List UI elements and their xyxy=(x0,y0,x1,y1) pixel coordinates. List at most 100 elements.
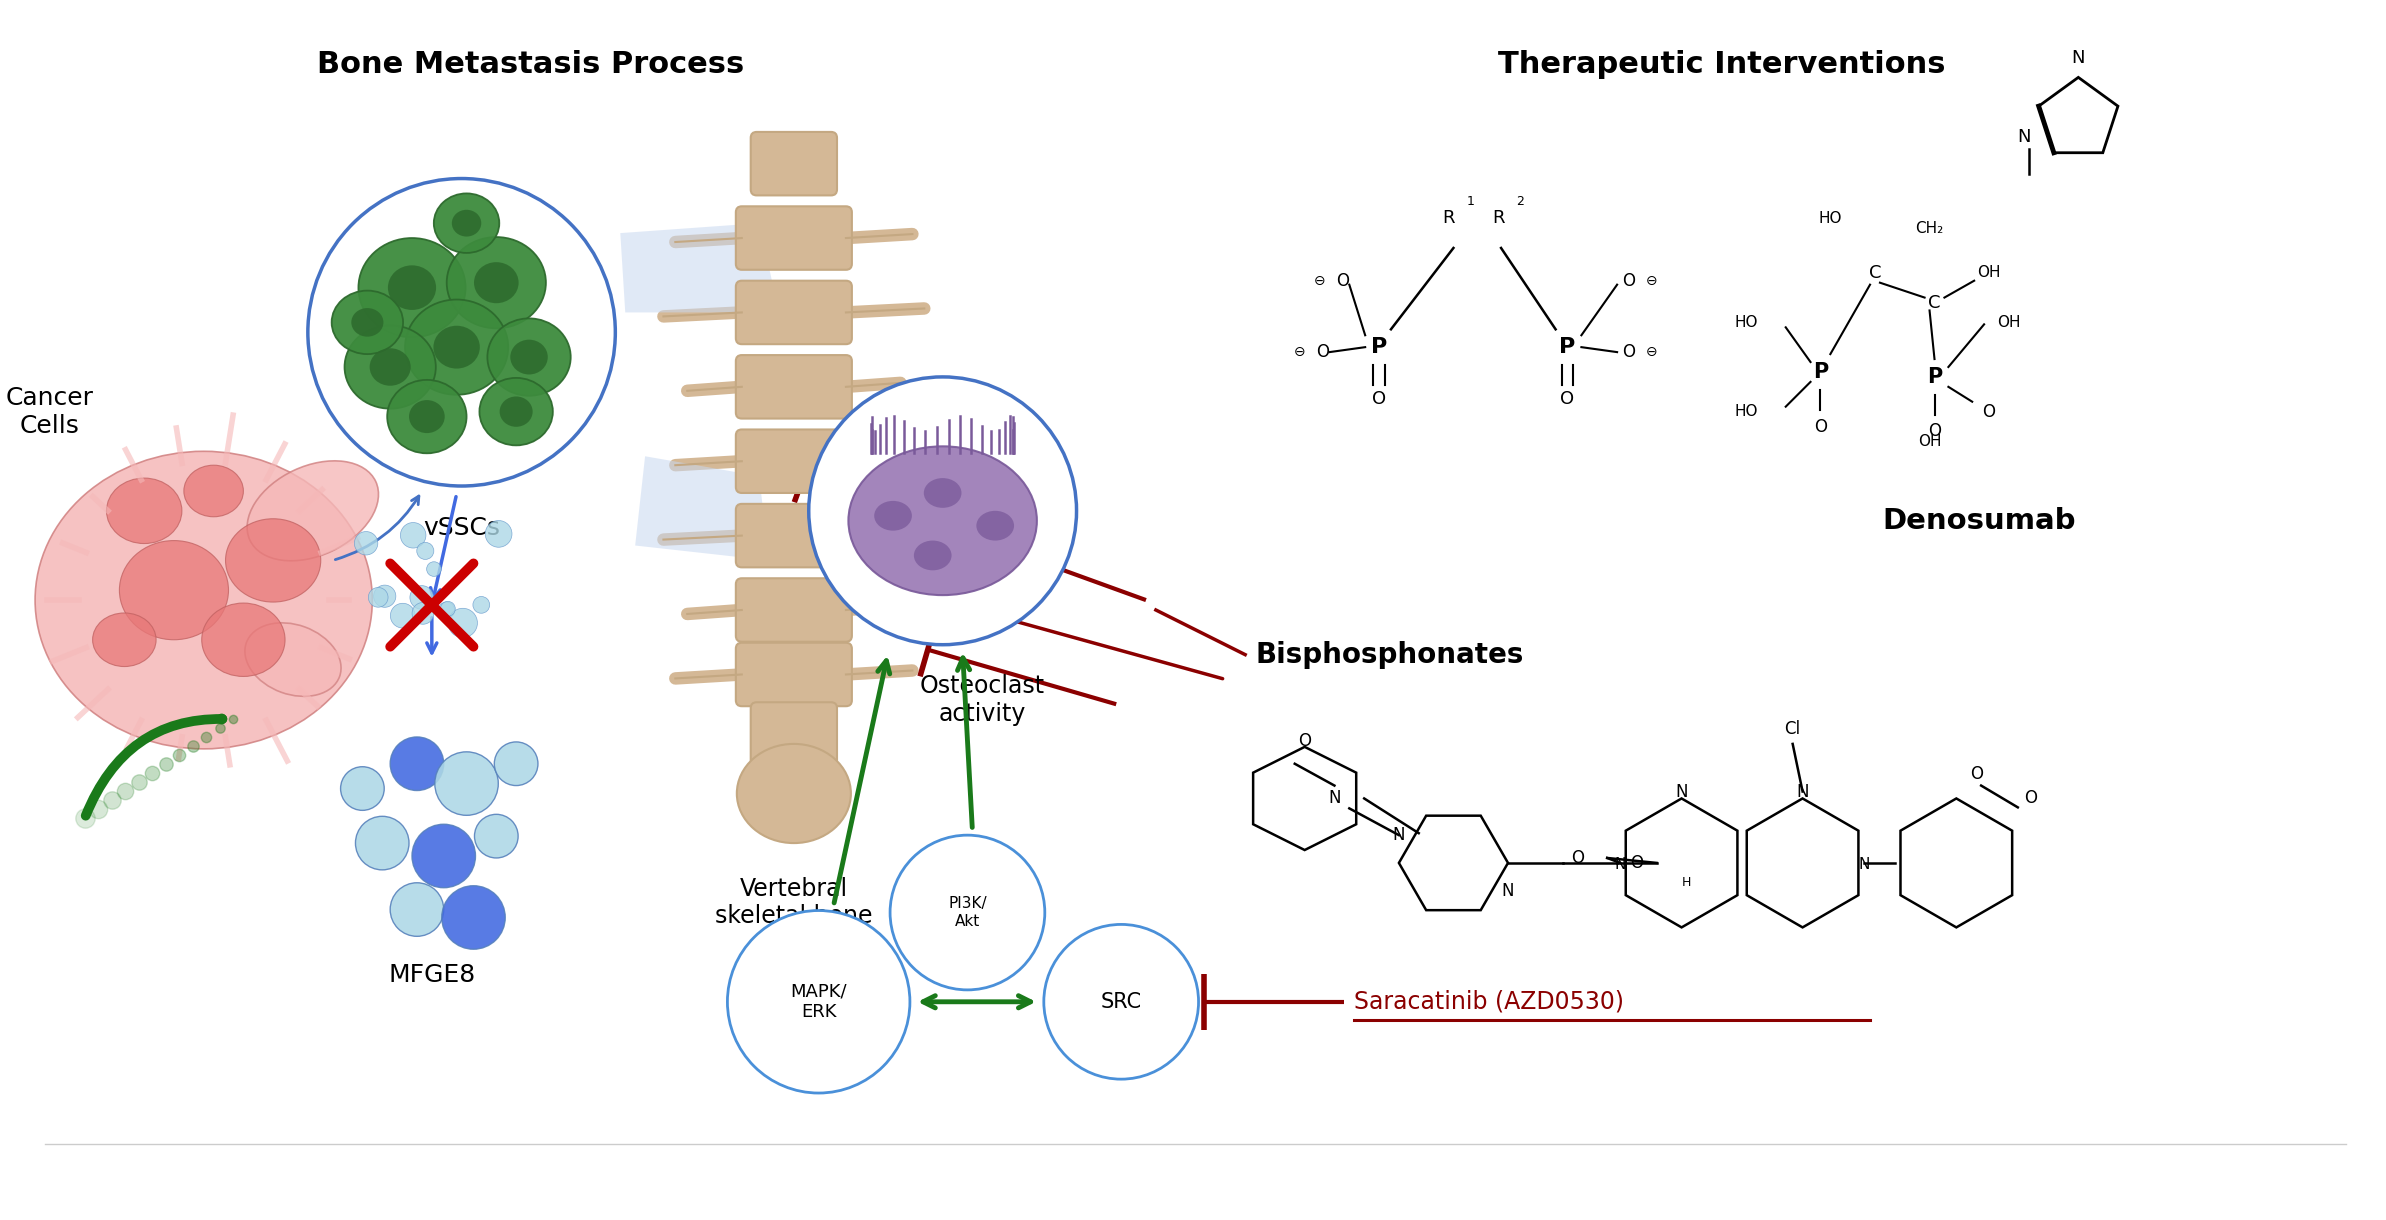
Ellipse shape xyxy=(93,612,155,666)
Text: C: C xyxy=(1868,264,1880,282)
Circle shape xyxy=(418,543,434,560)
Text: N: N xyxy=(1393,826,1405,844)
Ellipse shape xyxy=(246,623,341,697)
Text: MFGE8: MFGE8 xyxy=(389,963,475,987)
Text: N: N xyxy=(2071,49,2085,67)
FancyBboxPatch shape xyxy=(752,703,837,766)
Ellipse shape xyxy=(227,518,320,601)
Text: Vertebral
skeletal bone: Vertebral skeletal bone xyxy=(716,877,873,928)
Circle shape xyxy=(391,737,444,791)
Circle shape xyxy=(308,178,616,486)
Text: MAPK/
ERK: MAPK/ ERK xyxy=(790,982,847,1021)
FancyBboxPatch shape xyxy=(735,355,852,418)
Ellipse shape xyxy=(451,210,482,237)
Text: Osteoclast
activity: Osteoclast activity xyxy=(919,675,1045,726)
FancyBboxPatch shape xyxy=(735,206,852,270)
Text: P: P xyxy=(1813,362,1828,382)
Text: P: P xyxy=(1560,337,1575,357)
Text: Saracatinib (AZD0530): Saracatinib (AZD0530) xyxy=(1355,989,1625,1014)
Ellipse shape xyxy=(873,501,911,531)
Text: O: O xyxy=(1560,389,1575,407)
Text: 1: 1 xyxy=(1467,195,1475,207)
Ellipse shape xyxy=(849,447,1038,595)
FancyBboxPatch shape xyxy=(735,643,852,706)
Text: Denosumab: Denosumab xyxy=(1883,506,2076,534)
Ellipse shape xyxy=(184,465,243,517)
Circle shape xyxy=(441,601,456,616)
Text: OH: OH xyxy=(1918,434,1942,449)
Text: Cl: Cl xyxy=(1785,720,1801,738)
Circle shape xyxy=(367,588,389,608)
Text: ⊖: ⊖ xyxy=(1315,273,1324,288)
Text: O: O xyxy=(2023,789,2038,808)
Text: O: O xyxy=(1372,389,1386,407)
Text: HO: HO xyxy=(1735,404,1758,420)
Polygon shape xyxy=(635,456,768,560)
Text: O: O xyxy=(1622,343,1634,361)
Text: O: O xyxy=(1971,765,1983,783)
Ellipse shape xyxy=(487,318,570,395)
Text: ⊖: ⊖ xyxy=(1293,345,1305,359)
Text: HO: HO xyxy=(1735,315,1758,329)
Circle shape xyxy=(809,377,1076,644)
Circle shape xyxy=(494,742,537,786)
FancyBboxPatch shape xyxy=(735,578,852,642)
Circle shape xyxy=(391,604,415,628)
Text: N: N xyxy=(1329,789,1341,808)
Text: Therapeutic Interventions: Therapeutic Interventions xyxy=(1498,50,1945,79)
Ellipse shape xyxy=(36,451,372,749)
Ellipse shape xyxy=(499,396,532,427)
Ellipse shape xyxy=(511,339,549,375)
Circle shape xyxy=(728,910,909,1093)
Text: Bisphosphonates: Bisphosphonates xyxy=(1255,640,1522,669)
Text: O: O xyxy=(1336,272,1348,289)
Ellipse shape xyxy=(351,309,384,337)
Text: ⊖: ⊖ xyxy=(1646,345,1658,359)
Ellipse shape xyxy=(248,461,379,561)
Text: Cancer
Cells: Cancer Cells xyxy=(7,386,93,438)
Text: N: N xyxy=(1859,858,1871,872)
FancyBboxPatch shape xyxy=(735,429,852,493)
Polygon shape xyxy=(620,223,778,312)
Circle shape xyxy=(1043,925,1198,1080)
Ellipse shape xyxy=(737,744,852,843)
Text: 2: 2 xyxy=(1515,195,1525,207)
Ellipse shape xyxy=(119,540,229,639)
Ellipse shape xyxy=(434,194,499,253)
Text: P: P xyxy=(1372,337,1386,357)
Text: N: N xyxy=(1797,782,1809,800)
Text: ⊖: ⊖ xyxy=(1646,273,1658,288)
Circle shape xyxy=(434,752,499,815)
Circle shape xyxy=(356,532,377,555)
Text: O: O xyxy=(1570,849,1584,867)
Circle shape xyxy=(449,609,477,638)
Text: O: O xyxy=(1630,854,1644,872)
Circle shape xyxy=(475,814,518,858)
Text: N: N xyxy=(1615,858,1625,872)
FancyArrowPatch shape xyxy=(86,719,222,816)
Circle shape xyxy=(427,561,441,576)
Ellipse shape xyxy=(446,237,546,328)
Ellipse shape xyxy=(344,326,437,409)
FancyBboxPatch shape xyxy=(735,504,852,567)
Circle shape xyxy=(401,522,427,548)
Text: R: R xyxy=(1441,209,1455,227)
Ellipse shape xyxy=(434,326,480,368)
Text: P: P xyxy=(1928,367,1942,387)
Text: N: N xyxy=(1675,782,1687,800)
Circle shape xyxy=(413,825,475,888)
Text: Bone Metastasis Process: Bone Metastasis Process xyxy=(317,50,744,79)
Text: O: O xyxy=(1928,422,1940,440)
Ellipse shape xyxy=(408,400,444,433)
Ellipse shape xyxy=(406,300,508,395)
Circle shape xyxy=(484,521,513,548)
Ellipse shape xyxy=(480,378,554,445)
Text: N: N xyxy=(1501,882,1515,899)
Ellipse shape xyxy=(370,348,410,386)
Ellipse shape xyxy=(332,290,403,354)
Text: O: O xyxy=(1813,417,1828,436)
Ellipse shape xyxy=(923,478,962,508)
Text: N: N xyxy=(2016,128,2030,146)
Text: C: C xyxy=(1928,294,1940,311)
Text: O: O xyxy=(1983,403,1995,421)
